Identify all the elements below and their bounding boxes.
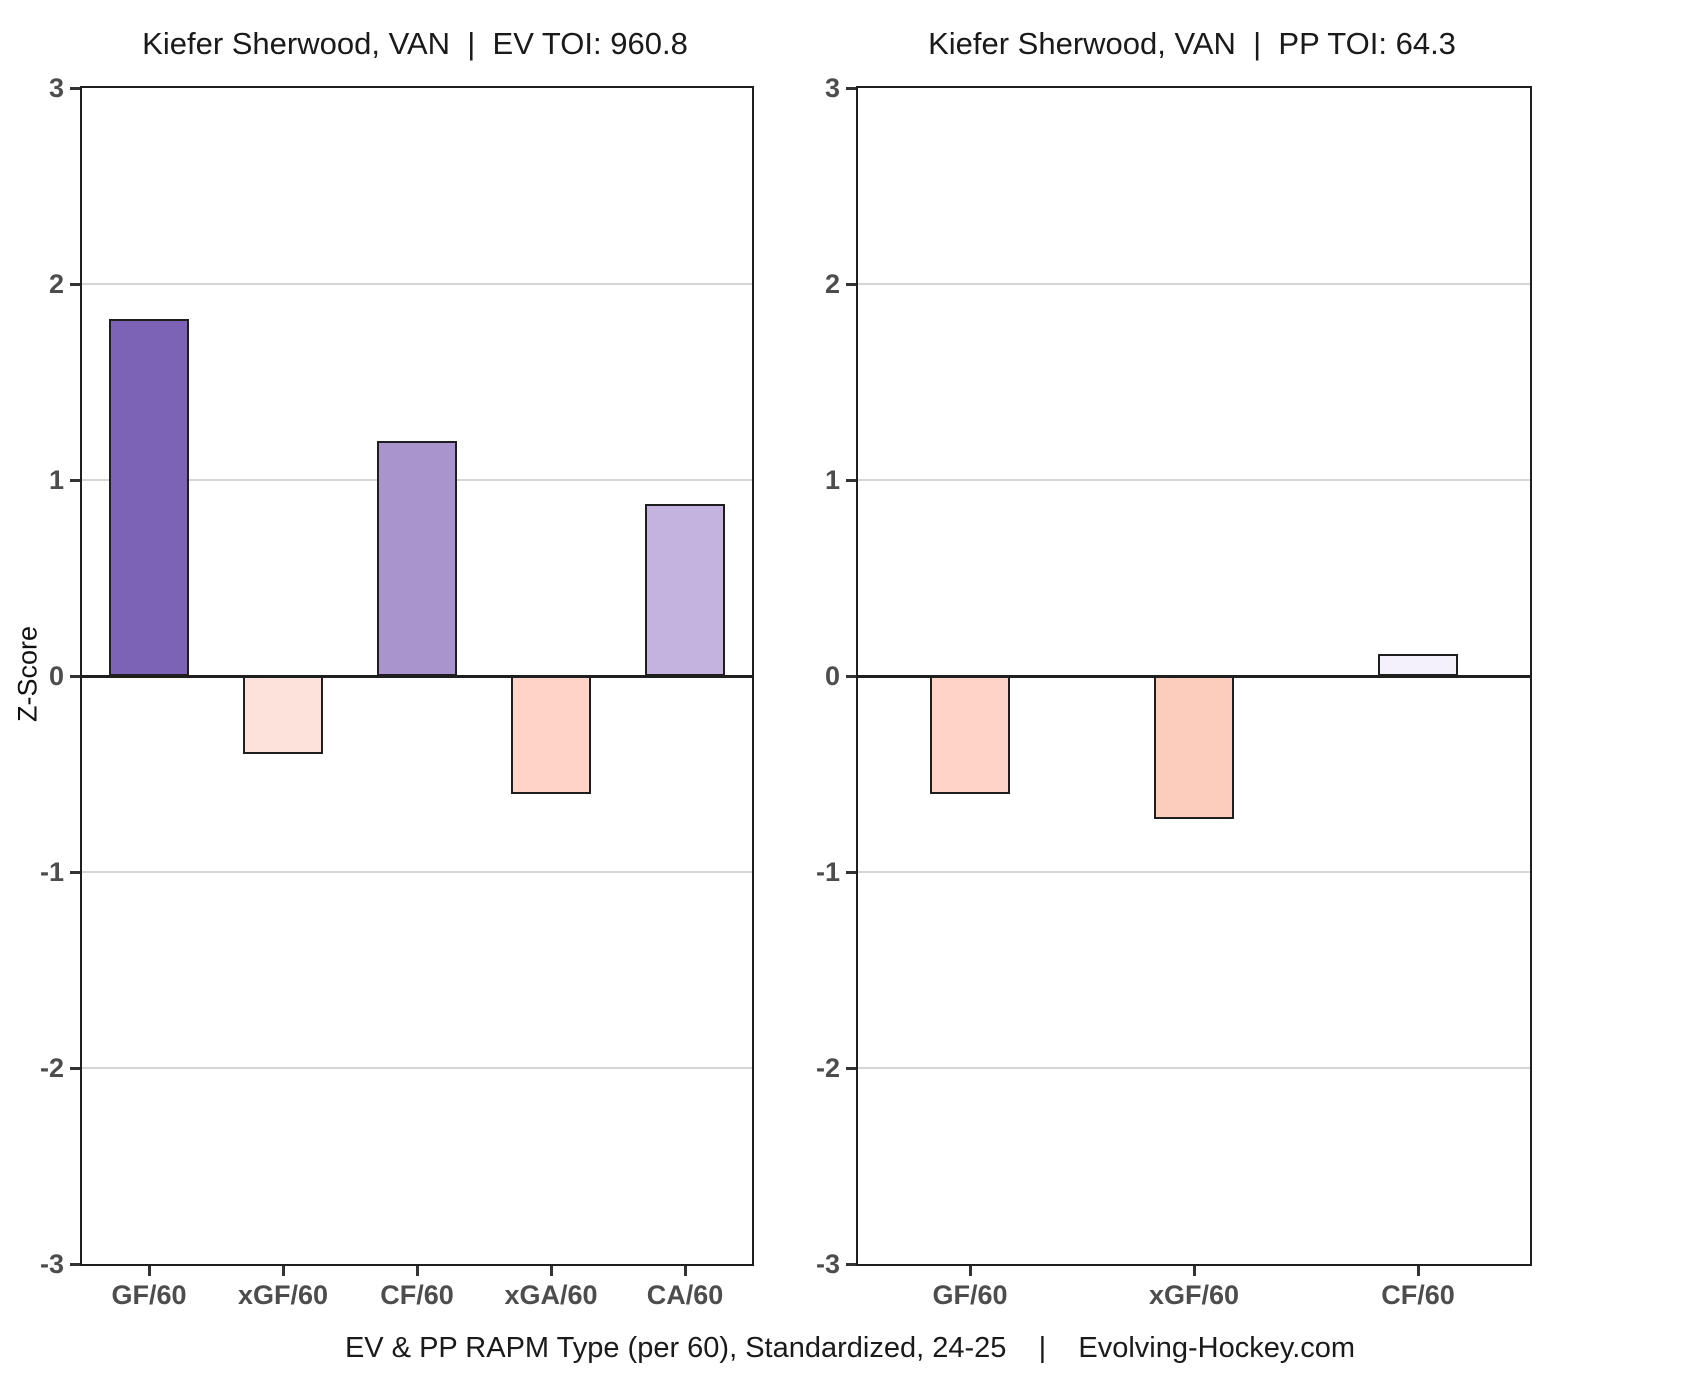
y-tick-mark: [846, 1067, 856, 1070]
left-chart-title: Kiefer Sherwood, VAN | EV TOI: 960.8: [142, 26, 688, 61]
y-tick-label: -1: [815, 857, 840, 887]
x-tick-mark: [1417, 1266, 1420, 1276]
y-tick-mark: [846, 675, 856, 678]
y-tick-label: 0: [48, 661, 64, 691]
x-tick-mark: [1193, 1266, 1196, 1276]
y-tick-label: 2: [48, 269, 64, 299]
gridline-y1: [858, 479, 1530, 481]
y-tick-label: -1: [39, 857, 64, 887]
ev-x-tick-label-ca-60: CA/60: [646, 1280, 724, 1310]
x-tick-mark: [684, 1266, 687, 1276]
y-tick-mark: [70, 479, 80, 482]
ev-x-tick-label-xgf-60: xGF/60: [237, 1280, 329, 1310]
gridline-y-2: [82, 1067, 752, 1069]
y-tick-label: 0: [824, 661, 840, 691]
y-tick-label: -3: [39, 1249, 64, 1279]
y-tick-label: -3: [815, 1249, 840, 1279]
x-tick-mark: [416, 1266, 419, 1276]
y-tick-label: -2: [39, 1053, 64, 1083]
y-tick-label: 2: [824, 269, 840, 299]
ev-bar-xgf-60: [243, 676, 323, 755]
y-tick-mark: [846, 871, 856, 874]
y-tick-label: -2: [815, 1053, 840, 1083]
y-tick-mark: [70, 1067, 80, 1070]
y-tick-mark: [846, 479, 856, 482]
right-chart-title: Kiefer Sherwood, VAN | PP TOI: 64.3: [928, 26, 1456, 61]
ev-bar-xga-60: [511, 676, 591, 794]
gridline-y2: [82, 283, 752, 285]
ev-bar-cf-60: [377, 440, 457, 676]
pp-x-tick-label-gf-60: GF/60: [932, 1280, 1008, 1310]
pp-bar-gf-60: [930, 676, 1010, 794]
gridline-y2: [858, 283, 1530, 285]
y-tick-mark: [70, 283, 80, 286]
ev-x-tick-label-gf-60: GF/60: [111, 1280, 187, 1310]
pp-x-tick-label-xgf-60: xGF/60: [1148, 1280, 1240, 1310]
y-tick-mark: [846, 1263, 856, 1266]
pp-bar-xgf-60: [1154, 676, 1234, 820]
footer-caption: EV & PP RAPM Type (per 60), Standardized…: [344, 1332, 1356, 1364]
y-tick-mark: [846, 283, 856, 286]
pp-x-tick-label-cf-60: CF/60: [1381, 1280, 1455, 1310]
y-tick-mark: [846, 87, 856, 90]
y-tick-mark: [70, 87, 80, 90]
ev-x-tick-label-xga-60: xGA/60: [504, 1280, 598, 1310]
left-chart-plot-area: 3 2 1 0 -1 -2 -3 GF/60 xGF/60 CF/60 xGA/60 CA/60: [40, 73, 754, 1310]
x-tick-mark: [282, 1266, 285, 1276]
ev-bar-gf-60: [109, 319, 189, 676]
x-tick-mark: [550, 1266, 553, 1276]
y-tick-label: 1: [824, 465, 840, 495]
right-chart-plot-area: 3 2 1 0 -1 -2 -3 GF/60 xGF/60 CF/60: [816, 73, 1532, 1310]
pp-bar-cf-60: [1378, 654, 1458, 676]
gridline-y-1: [858, 871, 1530, 873]
gridline-y-2: [858, 1067, 1530, 1069]
x-tick-mark: [148, 1266, 151, 1276]
x-tick-mark: [969, 1266, 972, 1276]
y-tick-mark: [70, 675, 80, 678]
y-tick-label: 3: [48, 73, 64, 103]
ev-bar-ca-60: [645, 503, 725, 676]
y-tick-mark: [70, 1263, 80, 1266]
y-tick-mark: [70, 871, 80, 874]
ev-x-tick-label-cf-60: CF/60: [380, 1280, 454, 1310]
gridline-y-1: [82, 871, 752, 873]
zero-axis-line: [82, 675, 752, 678]
y-tick-label: 1: [48, 465, 64, 495]
y-tick-label: 3: [824, 73, 840, 103]
